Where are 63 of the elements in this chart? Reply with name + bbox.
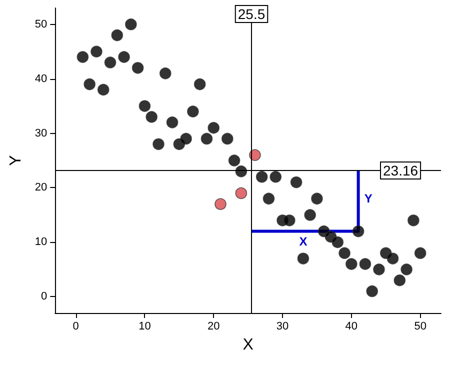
annotation: X: [299, 234, 308, 248]
point: [346, 258, 358, 270]
point: [138, 100, 151, 112]
x-tick-label: 50: [414, 320, 426, 332]
point: [159, 67, 172, 80]
point: [214, 198, 226, 210]
point: [366, 285, 378, 298]
point: [84, 78, 96, 90]
point: [408, 214, 420, 226]
point: [152, 138, 164, 150]
x-tick-label: 0: [72, 320, 79, 332]
y-tick-label: 10: [34, 236, 48, 248]
point: [228, 154, 240, 166]
point: [180, 132, 192, 145]
point: [235, 187, 248, 200]
y-tick-label: 30: [34, 127, 48, 140]
point: [338, 247, 350, 259]
point: [76, 51, 89, 63]
point: [373, 264, 385, 276]
y-tick-label: 20: [34, 182, 48, 194]
point: [332, 236, 344, 248]
point: [256, 170, 268, 183]
point: [359, 258, 372, 270]
x-tick-label: 40: [345, 320, 358, 332]
point: [222, 132, 234, 145]
point: [352, 225, 364, 238]
point: [194, 78, 206, 90]
point: [125, 18, 137, 30]
point: [132, 62, 144, 74]
point: [200, 132, 213, 145]
point: [235, 165, 248, 178]
point: [90, 46, 102, 58]
point: [104, 56, 116, 68]
x-tick-label: 30: [276, 320, 289, 332]
point: [249, 149, 261, 161]
y-tick-label: 50: [34, 18, 48, 30]
x-tick-label: 10: [138, 320, 151, 332]
point: [297, 252, 310, 264]
point: [208, 122, 220, 134]
point: [394, 274, 406, 286]
point: [262, 192, 275, 205]
x-tick-label: 20: [207, 320, 220, 332]
y-axis-title: Y: [8, 154, 24, 166]
point: [118, 51, 130, 63]
point: [187, 106, 199, 118]
point: [284, 214, 296, 226]
point: [290, 176, 302, 188]
point: [270, 170, 282, 183]
point: [304, 209, 316, 221]
point: [400, 264, 412, 276]
point: [111, 29, 124, 42]
point: [97, 84, 110, 96]
point: [414, 247, 426, 259]
ref-line-label: 23.16: [383, 162, 418, 179]
ref-line-label: 25.5: [238, 6, 266, 22]
point: [166, 116, 178, 128]
point: [386, 252, 399, 264]
x-axis-title: X: [242, 336, 254, 354]
y-tick-label: 40: [34, 72, 48, 85]
y-tick-label: 0: [41, 290, 48, 303]
annotation: Y: [364, 192, 372, 206]
point: [146, 111, 158, 123]
point: [311, 192, 323, 205]
